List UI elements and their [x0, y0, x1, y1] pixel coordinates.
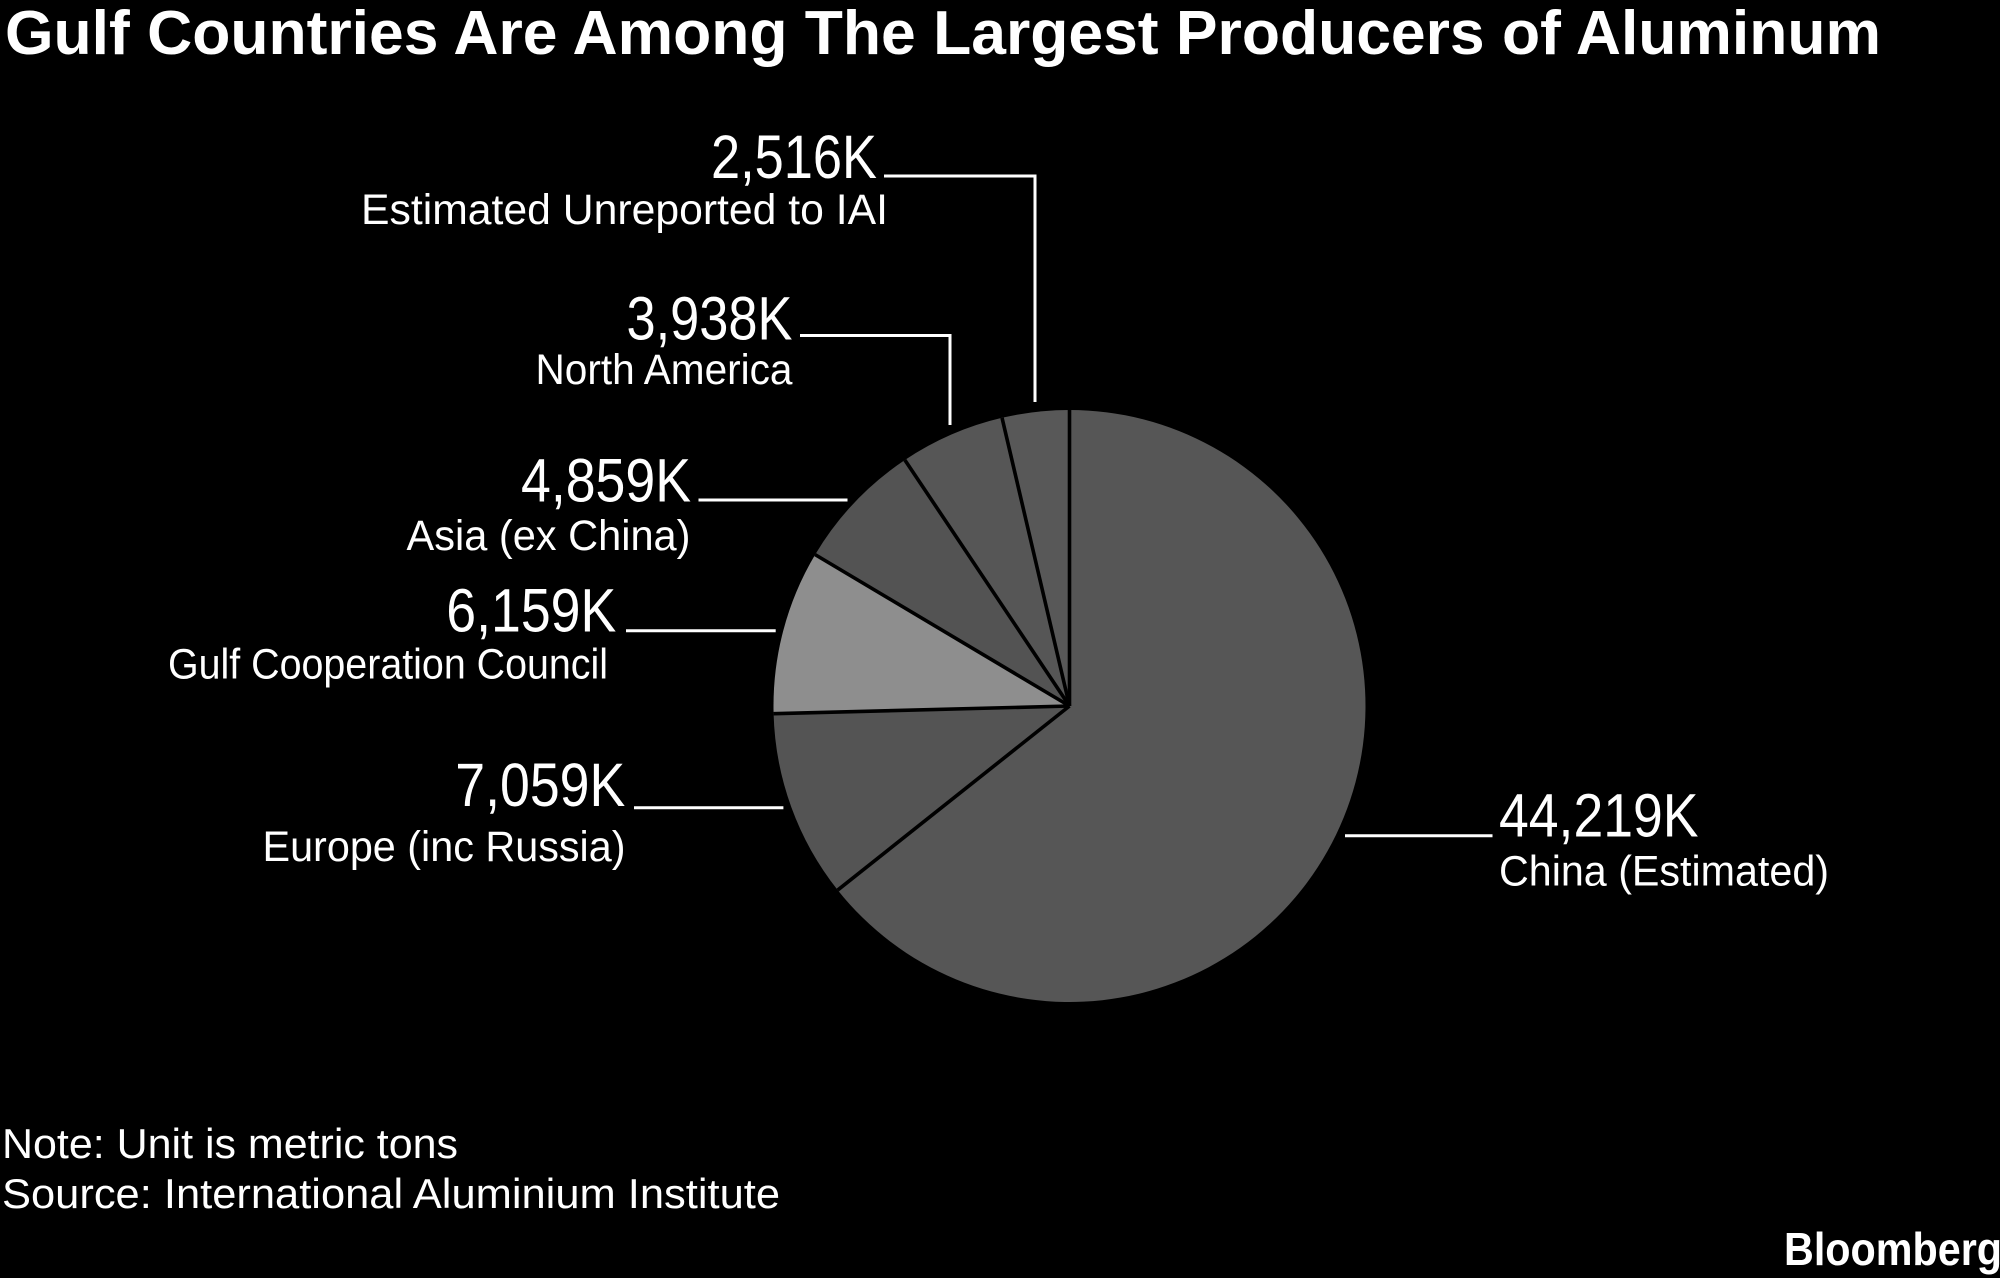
svg-text:3,938K: 3,938K — [627, 284, 793, 352]
svg-text:Gulf Countries Are Among The L: Gulf Countries Are Among The Largest Pro… — [5, 0, 1881, 68]
svg-text:Europe (inc Russia): Europe (inc Russia) — [263, 823, 626, 871]
svg-text:6,159K: 6,159K — [446, 577, 616, 645]
svg-text:4,859K: 4,859K — [521, 447, 691, 515]
svg-text:North America: North America — [536, 346, 793, 394]
svg-text:44,219K: 44,219K — [1499, 781, 1699, 849]
svg-text:2,516K: 2,516K — [711, 123, 877, 191]
svg-text:Gulf Cooperation Council: Gulf Cooperation Council — [168, 641, 608, 689]
svg-text:Estimated Unreported to IAI: Estimated Unreported to IAI — [361, 186, 888, 234]
svg-text:Note: Unit is metric tons: Note: Unit is metric tons — [2, 1120, 458, 1167]
svg-text:China (Estimated): China (Estimated) — [1499, 848, 1829, 896]
svg-text:Asia (ex China): Asia (ex China) — [407, 512, 691, 560]
svg-text:Source: International Aluminiu: Source: International Aluminium Institut… — [2, 1170, 780, 1217]
svg-text:7,059K: 7,059K — [455, 751, 625, 819]
svg-text:Bloomberg: Bloomberg — [1784, 1223, 2000, 1275]
